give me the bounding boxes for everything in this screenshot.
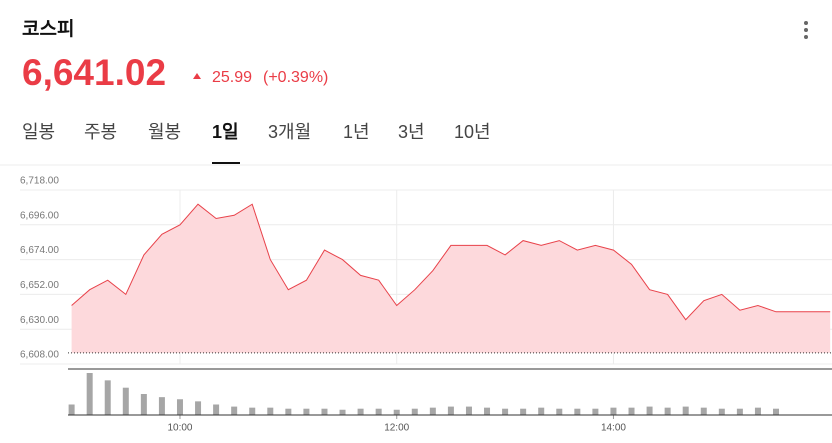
volume-bar [231,406,238,415]
volume-bar [754,407,761,415]
up-arrow [193,73,201,79]
tab[interactable]: 월봉 [148,122,181,142]
volume-bar [375,408,382,415]
menu-button[interactable] [804,21,808,39]
volume-bar [122,387,129,415]
change: 25.99 [212,69,252,86]
y-tick-label: 6,718.00 [20,176,59,187]
volume-bar [664,407,671,415]
index-title: 코스피 [22,18,74,40]
tab[interactable]: 1년 [343,122,370,142]
volume-bar [429,407,436,415]
volume-bar [682,406,689,415]
volume-bar [158,397,165,415]
volume-bar [447,406,454,415]
volume-bar [176,399,183,415]
volume-bar [249,407,256,415]
volume-bar [592,408,599,415]
volume-bar [339,409,346,415]
tab[interactable]: 10년 [454,122,491,142]
x-tick-label: 12:00 [384,423,409,434]
volume-bar [213,404,220,415]
volume-bar [646,406,653,415]
volume-bar [68,404,75,415]
y-tick-label: 6,608.00 [20,350,59,361]
x-tick-label: 14:00 [601,423,626,434]
tab[interactable]: 일봉 [22,122,55,142]
change-percent: (+0.39%) [263,69,328,86]
volume-bar [484,407,491,415]
volume-bar [195,401,202,415]
price-line [71,203,831,321]
volume-bar [104,380,111,415]
volume-bar [700,407,707,415]
volume-bar [520,408,527,415]
volume-bar [502,408,509,415]
volume-bar [411,408,418,415]
volume-bar [628,407,635,415]
volume-bar [393,409,400,415]
volume-bar [285,408,292,415]
volume-bar [86,373,93,415]
volume-bar [267,407,274,415]
tab[interactable]: 3년 [398,122,425,142]
volume-bar [736,408,743,415]
y-tick-label: 6,630.00 [20,315,59,326]
volume-bar [773,408,780,415]
volume-bar [538,407,545,415]
tab[interactable]: 주봉 [84,122,117,142]
volume-bar [610,407,617,415]
volume-bar [140,394,147,415]
volume-bar [556,408,563,415]
volume-bar [357,408,364,415]
tab[interactable]: 3개월 [268,122,311,142]
volume-bar [574,408,581,415]
volume-bar [303,408,310,415]
x-tick-label: 10:00 [167,423,192,434]
price: 6,641.02 [22,52,166,93]
tab[interactable]: 1일 [212,122,239,142]
volume-bar [718,408,725,415]
volume-bar [465,406,472,415]
volume-bar [321,408,328,415]
price-area [71,204,831,353]
y-tick-label: 6,696.00 [20,210,59,221]
y-tick-label: 6,674.00 [20,245,59,256]
y-tick-label: 6,652.00 [20,280,59,291]
